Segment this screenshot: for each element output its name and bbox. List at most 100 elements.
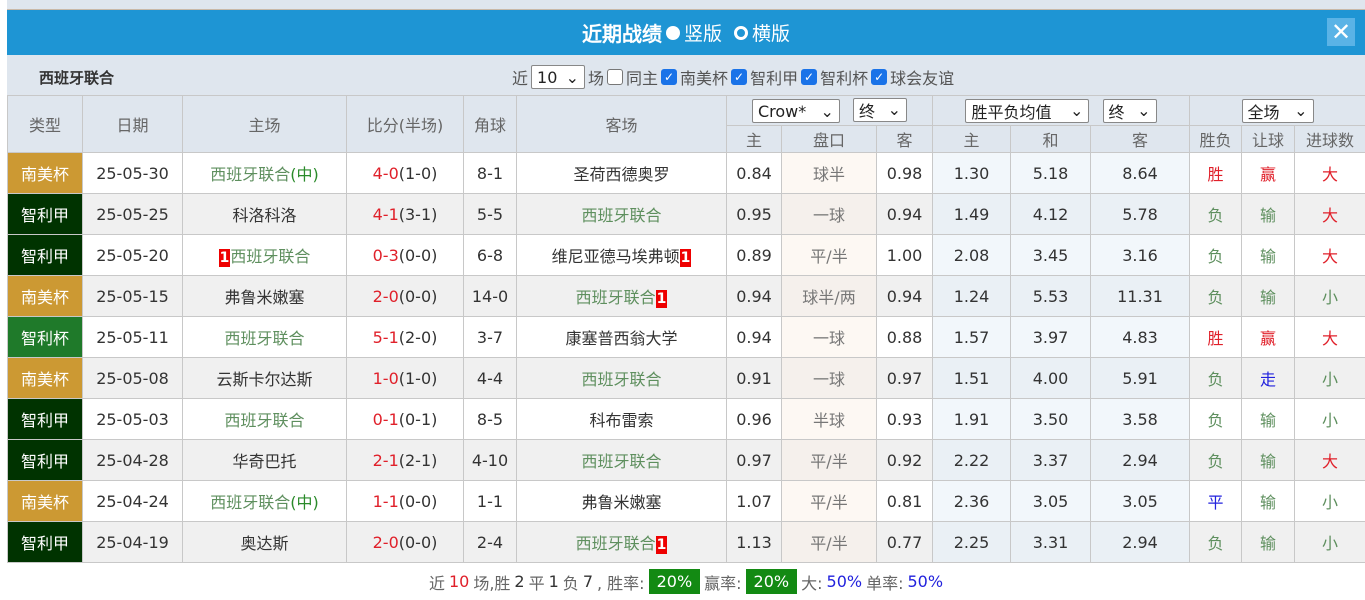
score-cell: 0-1(0-1) [347, 399, 464, 440]
home-team-cell: 奥达斯 [183, 522, 347, 563]
count-suffix: 场 [588, 65, 604, 89]
col-date: 日期 [83, 96, 183, 153]
close-icon[interactable]: ✕ [1327, 18, 1355, 46]
layout-horizontal-label[interactable]: 横版 [752, 19, 790, 46]
result: 负 [1190, 440, 1242, 481]
chevron-down-icon: ⌄ [888, 100, 901, 119]
home-team[interactable]: 西班牙联合 [210, 165, 290, 184]
table-row[interactable]: 智利甲 25-05-20 1西班牙联合 0-3(0-0) 6-8 维尼亚德马埃弗… [8, 235, 1365, 276]
away-team-cell: 西班牙联合 [517, 358, 727, 399]
home-team-cell: 西班牙联合 [183, 399, 347, 440]
home-win-odds: 1.57 [933, 317, 1011, 358]
home-team[interactable]: 奥达斯 [240, 534, 288, 553]
away-team[interactable]: 维尼亚德马埃弗顿 [552, 247, 680, 266]
away-team-cell: 弗鲁米嫩塞 [517, 481, 727, 522]
table-row[interactable]: 智利甲 25-04-19 奥达斯 2-0(0-0) 2-4 西班牙联合1 1.1… [8, 522, 1365, 563]
radio-vertical[interactable] [666, 26, 680, 40]
away-team-cell: 维尼亚德马埃弗顿1 [517, 235, 727, 276]
half-score: (3-1) [399, 205, 438, 224]
away-team[interactable]: 弗鲁米嫩塞 [581, 493, 661, 512]
match-date: 25-04-24 [83, 481, 183, 522]
table-row[interactable]: 南美杯 25-05-30 西班牙联合(中) 4-0(1-0) 8-1 圣荷西德奥… [8, 153, 1365, 194]
subcol-header: 进球数 [1295, 126, 1365, 153]
away-team[interactable]: 圣荷西德奥罗 [573, 165, 669, 184]
score-cell: 2-0(0-0) [347, 276, 464, 317]
odds-type-select[interactable]: 胜平负均值⌄ [965, 99, 1089, 123]
away-win-odds: 2.94 [1091, 440, 1190, 481]
scope-select[interactable]: 全场⌄ [1242, 99, 1314, 123]
company-select[interactable]: Crow*⌄ [752, 99, 840, 123]
over-under-result: 小 [1295, 276, 1365, 317]
table-row[interactable]: 智利杯 25-05-11 西班牙联合 5-1(2-0) 3-7 康塞普西翁大学 … [8, 317, 1365, 358]
table-row[interactable]: 南美杯 25-05-15 弗鲁米嫩塞 2-0(0-0) 14-0 西班牙联合1 … [8, 276, 1365, 317]
away-team[interactable]: 康塞普西翁大学 [565, 329, 677, 348]
away-team[interactable]: 西班牙联合 [576, 288, 656, 307]
odds-type-value: 胜平负均值 [971, 99, 1051, 123]
same-home-checkbox[interactable] [607, 69, 623, 85]
result: 负 [1190, 276, 1242, 317]
home-team[interactable]: 西班牙联合 [230, 247, 310, 266]
home-team[interactable]: 云斯卡尔达斯 [216, 370, 312, 389]
odds-time-select[interactable]: 终⌄ [853, 98, 907, 122]
draw-odds: 3.50 [1011, 399, 1091, 440]
count-value: 10 [537, 68, 557, 87]
away-team-cell: 西班牙联合1 [517, 276, 727, 317]
half-score: (1-0) [399, 369, 438, 388]
table-row[interactable]: 智利甲 25-05-25 科洛科洛 4-1(3-1) 5-5 西班牙联合 0.9… [8, 194, 1365, 235]
away-team[interactable]: 西班牙联合 [581, 206, 661, 225]
subcol-header: 客 [877, 126, 933, 153]
home-team[interactable]: 弗鲁米嫩塞 [224, 288, 304, 307]
corners: 4-10 [464, 440, 517, 481]
checkbox-nanmeibei[interactable]: ✓ [661, 69, 677, 85]
match-date: 25-05-03 [83, 399, 183, 440]
title-bar: 近期战绩 竖版 横版 ✕ [7, 10, 1365, 55]
table-row[interactable]: 南美杯 25-04-24 西班牙联合(中) 1-1(0-0) 1-1 弗鲁米嫩塞… [8, 481, 1365, 522]
half-score: (0-0) [399, 287, 438, 306]
checkbox-zhilijia[interactable]: ✓ [731, 69, 747, 85]
home-team[interactable]: 华奇巴托 [232, 452, 296, 471]
full-score: 1-0 [373, 369, 399, 388]
away-win-odds: 11.31 [1091, 276, 1190, 317]
checkbox-zhilibei[interactable]: ✓ [801, 69, 817, 85]
radio-horizontal[interactable] [734, 26, 748, 40]
away-team[interactable]: 西班牙联合 [581, 452, 661, 471]
handicap-away-odds: 0.81 [877, 481, 933, 522]
away-team[interactable]: 西班牙联合 [576, 534, 656, 553]
home-win-odds: 1.24 [933, 276, 1011, 317]
over-under-result: 小 [1295, 358, 1365, 399]
table-row[interactable]: 南美杯 25-05-08 云斯卡尔达斯 1-0(1-0) 4-4 西班牙联合 0… [8, 358, 1365, 399]
table-row[interactable]: 智利甲 25-04-28 华奇巴托 2-1(2-1) 4-10 西班牙联合 0.… [8, 440, 1365, 481]
layout-vertical-label[interactable]: 竖版 [684, 19, 722, 46]
away-team-cell: 科布雷索 [517, 399, 727, 440]
corners: 1-1 [464, 481, 517, 522]
odds-time2-select[interactable]: 终⌄ [1103, 99, 1157, 123]
handicap-away-odds: 0.94 [877, 276, 933, 317]
score-cell: 2-1(2-1) [347, 440, 464, 481]
comp-label: 球会友谊 [890, 65, 954, 89]
comp-label: 南美杯 [680, 65, 728, 89]
home-win-odds: 2.08 [933, 235, 1011, 276]
match-count-select[interactable]: 10⌄ [531, 65, 585, 89]
score-cell: 5-1(2-0) [347, 317, 464, 358]
home-team[interactable]: 西班牙联合 [210, 493, 290, 512]
checkbox-friendly[interactable]: ✓ [871, 69, 887, 85]
draw-odds: 5.53 [1011, 276, 1091, 317]
away-team[interactable]: 西班牙联合 [581, 370, 661, 389]
half-score: (0-0) [399, 246, 438, 265]
match-date: 25-05-20 [83, 235, 183, 276]
handicap-away-odds: 0.94 [877, 194, 933, 235]
odds-time-value: 终 [859, 98, 875, 122]
full-score: 2-1 [373, 451, 399, 470]
subcol-header: 和 [1011, 126, 1091, 153]
red-card-badge: 1 [219, 249, 231, 267]
match-type: 智利甲 [8, 522, 83, 563]
away-win-odds: 3.05 [1091, 481, 1190, 522]
corners: 14-0 [464, 276, 517, 317]
away-team[interactable]: 科布雷索 [589, 411, 653, 430]
comp-label: 智利甲 [750, 65, 798, 89]
home-team[interactable]: 西班牙联合 [224, 329, 304, 348]
home-team[interactable]: 西班牙联合 [224, 411, 304, 430]
odds-time2-value: 终 [1109, 99, 1125, 123]
home-team[interactable]: 科洛科洛 [232, 206, 296, 225]
table-row[interactable]: 智利甲 25-05-03 西班牙联合 0-1(0-1) 8-5 科布雷索 0.9… [8, 399, 1365, 440]
